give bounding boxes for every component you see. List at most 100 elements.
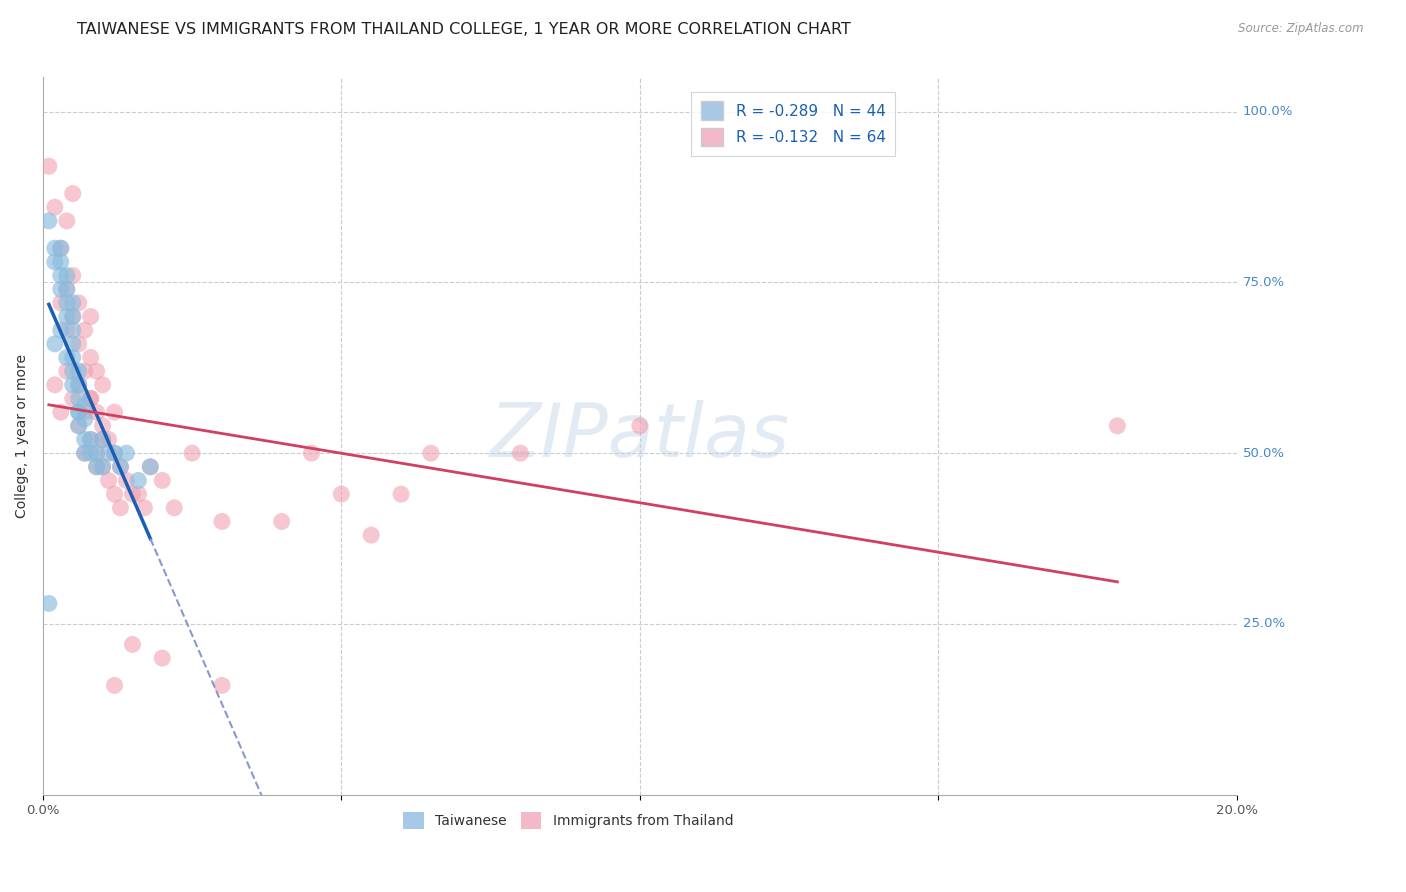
Text: ZIPatlas: ZIPatlas (489, 401, 790, 472)
Point (121, 637, 143, 651)
Y-axis label: College, 1 year or more: College, 1 year or more (15, 354, 30, 518)
Point (330, 487, 353, 501)
Point (110, 459, 132, 474)
Text: 75.0%: 75.0% (1243, 276, 1285, 289)
Point (127, 474, 149, 488)
Point (73, 405, 96, 419)
Point (73, 446, 96, 460)
Point (150, 651, 173, 665)
Point (55, 268, 77, 283)
Point (62, 336, 84, 351)
Point (97, 446, 120, 460)
Point (211, 678, 233, 692)
Point (211, 515, 233, 529)
Point (49, 323, 72, 337)
Point (55, 323, 77, 337)
Point (49, 282, 72, 296)
Point (38, 596, 60, 610)
Point (86, 446, 108, 460)
Point (67, 418, 90, 433)
Point (62, 323, 84, 337)
Point (509, 446, 531, 460)
Point (127, 487, 149, 501)
Point (134, 500, 156, 515)
Point (181, 446, 204, 460)
Point (628, 418, 651, 433)
Point (163, 500, 186, 515)
Point (301, 446, 323, 460)
Point (103, 405, 125, 419)
Point (62, 296, 84, 310)
Text: TAIWANESE VS IMMIGRANTS FROM THAILAND COLLEGE, 1 YEAR OR MORE CORRELATION CHART: TAIWANESE VS IMMIGRANTS FROM THAILAND CO… (77, 22, 851, 37)
Point (91, 433, 114, 447)
Point (67, 405, 90, 419)
Point (360, 528, 382, 542)
Point (44, 200, 66, 214)
Point (49, 268, 72, 283)
Point (91, 459, 114, 474)
Point (73, 433, 96, 447)
Point (55, 282, 77, 296)
Point (91, 418, 114, 433)
Point (67, 418, 90, 433)
Point (49, 405, 72, 419)
Legend: Taiwanese, Immigrants from Thailand: Taiwanese, Immigrants from Thailand (398, 806, 738, 834)
Point (73, 398, 96, 412)
Point (44, 336, 66, 351)
Text: 100.0%: 100.0% (1243, 105, 1294, 118)
Point (67, 377, 90, 392)
Point (79, 351, 101, 365)
Point (86, 405, 108, 419)
Point (62, 364, 84, 378)
Point (1107, 418, 1129, 433)
Point (97, 433, 120, 447)
Point (49, 296, 72, 310)
Text: 50.0%: 50.0% (1243, 447, 1285, 459)
Point (73, 446, 96, 460)
Point (67, 377, 90, 392)
Point (270, 515, 292, 529)
Point (55, 282, 77, 296)
Point (121, 487, 143, 501)
Text: Source: ZipAtlas.com: Source: ZipAtlas.com (1239, 22, 1364, 36)
Point (139, 459, 162, 474)
Point (86, 364, 108, 378)
Point (110, 459, 132, 474)
Point (419, 446, 441, 460)
Point (79, 392, 101, 406)
Point (67, 336, 90, 351)
Point (49, 241, 72, 255)
Point (62, 392, 84, 406)
Point (73, 412, 96, 426)
Point (79, 433, 101, 447)
Point (79, 310, 101, 324)
Point (91, 459, 114, 474)
Point (67, 405, 90, 419)
Point (55, 310, 77, 324)
Point (62, 186, 84, 201)
Point (115, 474, 138, 488)
Point (62, 310, 84, 324)
Point (79, 446, 101, 460)
Point (55, 351, 77, 365)
Point (86, 459, 108, 474)
Point (73, 323, 96, 337)
Point (103, 446, 125, 460)
Point (62, 310, 84, 324)
Point (49, 241, 72, 255)
Point (79, 433, 101, 447)
Text: 25.0%: 25.0% (1243, 617, 1285, 631)
Point (86, 446, 108, 460)
Point (38, 159, 60, 173)
Point (86, 459, 108, 474)
Point (91, 377, 114, 392)
Point (97, 474, 120, 488)
Point (67, 364, 90, 378)
Point (139, 459, 162, 474)
Point (91, 433, 114, 447)
Point (44, 377, 66, 392)
Point (67, 392, 90, 406)
Point (103, 487, 125, 501)
Point (38, 214, 60, 228)
Point (79, 392, 101, 406)
